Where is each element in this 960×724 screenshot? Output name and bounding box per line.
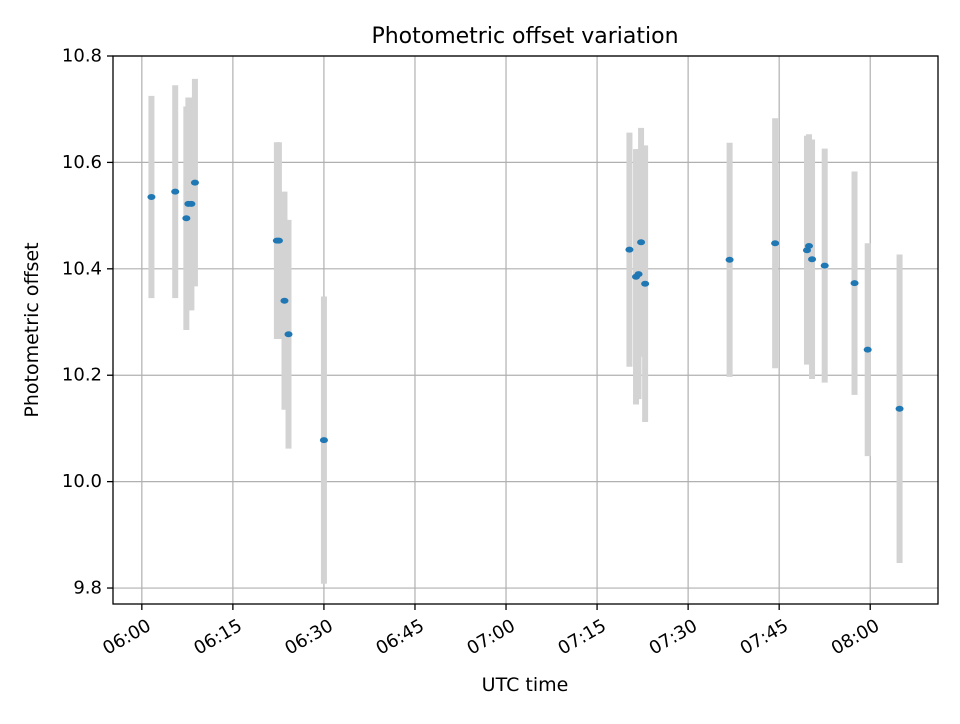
data-point — [182, 215, 191, 222]
data-point — [725, 256, 734, 263]
data-point — [820, 262, 829, 269]
data-point — [771, 240, 780, 247]
data-point — [805, 242, 814, 249]
y-tick-label: 10.2 — [62, 365, 102, 386]
data-points — [147, 179, 904, 444]
data-point — [625, 246, 634, 253]
data-point — [171, 188, 180, 195]
data-point — [637, 239, 646, 246]
data-point — [634, 271, 643, 278]
data-point — [284, 331, 293, 338]
data-point — [274, 237, 283, 244]
data-point — [147, 193, 156, 200]
data-point — [280, 297, 289, 304]
y-tick-label: 10.4 — [62, 258, 102, 279]
data-point — [808, 256, 817, 263]
data-point — [187, 200, 196, 207]
grid — [113, 55, 938, 604]
y-axis-ticks: 9.8 10.0 10.2 10.4 10.6 10.8 — [62, 46, 113, 599]
data-point — [850, 280, 859, 287]
chart-title: Photometric offset variation — [371, 24, 678, 49]
plot-frame — [112, 55, 939, 605]
y-tick-label: 10.8 — [62, 46, 102, 67]
data-point — [895, 405, 904, 412]
data-point — [863, 346, 872, 353]
x-axis-label: UTC time — [482, 674, 569, 696]
data-point — [190, 179, 199, 186]
y-axis-label: Photometric offset — [21, 242, 43, 417]
y-tick-label: 9.8 — [73, 578, 102, 599]
data-point — [319, 437, 328, 444]
y-tick-label: 10.0 — [62, 471, 102, 492]
y-tick-label: 10.6 — [62, 152, 102, 173]
data-point — [641, 280, 650, 287]
